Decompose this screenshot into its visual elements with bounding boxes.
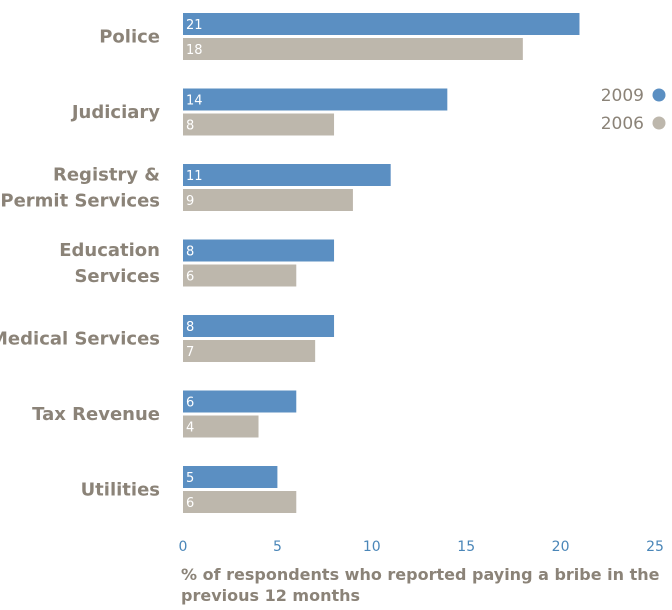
x-axis-ticks: 0 5 10 15 20 25 xyxy=(179,539,664,555)
bar-value-label: 14 xyxy=(186,94,203,109)
bar-2006-0 xyxy=(183,38,523,60)
x-tick-label: 10 xyxy=(363,539,381,555)
bar-value-label: 8 xyxy=(186,245,194,260)
bar-2009-3 xyxy=(183,239,335,262)
bar-value-label: 18 xyxy=(186,43,203,58)
category-label: Services xyxy=(74,266,160,287)
bar-2006-1 xyxy=(183,113,335,136)
x-tick-label: 20 xyxy=(552,539,570,555)
bar-value-label: 9 xyxy=(186,194,194,209)
category-label: Registry & xyxy=(53,165,160,186)
category-label: Judiciary xyxy=(70,102,160,123)
bar-value-label: 8 xyxy=(186,320,194,335)
bar-2006-6 xyxy=(183,491,297,513)
bar-2006-2 xyxy=(183,189,353,211)
bar-2009-2 xyxy=(183,164,391,186)
legend-marker-2006 xyxy=(652,116,666,130)
category-label: Permit Services xyxy=(0,191,160,212)
bar-2009-6 xyxy=(183,466,278,488)
x-axis-label-line: previous 12 months xyxy=(181,586,360,605)
bar-2006-3 xyxy=(183,264,297,287)
x-tick-label: 15 xyxy=(457,539,475,555)
bar-2009-1 xyxy=(183,88,448,111)
bar-value-label: 6 xyxy=(186,396,194,411)
legend-label-2006: 2006 xyxy=(601,114,644,134)
bar-value-label: 7 xyxy=(186,345,194,360)
category-label: Tax Revenue xyxy=(32,404,160,425)
bar-2009-5 xyxy=(183,390,297,413)
bar-value-label: 4 xyxy=(186,421,194,436)
x-tick-label: 0 xyxy=(179,539,188,555)
bars xyxy=(183,13,580,513)
bar-value-label: 21 xyxy=(186,18,203,33)
category-label: Utilities xyxy=(81,480,160,501)
bar-value-labels: 21 18 14 8 11 9 8 6 8 7 6 4 5 6 xyxy=(186,18,203,511)
bar-value-label: 11 xyxy=(186,169,203,184)
legend-marker-2009 xyxy=(652,88,666,102)
legend-label-2009: 2009 xyxy=(601,86,644,106)
x-axis-label: % of respondents who reported paying a b… xyxy=(181,565,660,605)
legend: 2009 2006 xyxy=(601,86,666,134)
x-tick-label: 25 xyxy=(646,539,664,555)
bar-2009-0 xyxy=(183,13,580,35)
category-label: Medical Services xyxy=(0,329,160,350)
bar-value-label: 5 xyxy=(186,471,194,486)
x-tick-label: 5 xyxy=(273,539,282,555)
bar-2006-5 xyxy=(183,415,259,438)
category-label: Police xyxy=(99,27,160,48)
bar-value-label: 6 xyxy=(186,496,194,511)
category-label: Education xyxy=(59,240,160,261)
bar-2009-4 xyxy=(183,315,335,337)
category-labels: Police Judiciary Registry & Permit Services… xyxy=(0,27,160,501)
bar-value-label: 8 xyxy=(186,119,194,134)
bar-2006-4 xyxy=(183,340,316,362)
x-axis-label-line: % of respondents who reported paying a b… xyxy=(181,565,660,584)
bar-value-label: 6 xyxy=(186,270,194,285)
